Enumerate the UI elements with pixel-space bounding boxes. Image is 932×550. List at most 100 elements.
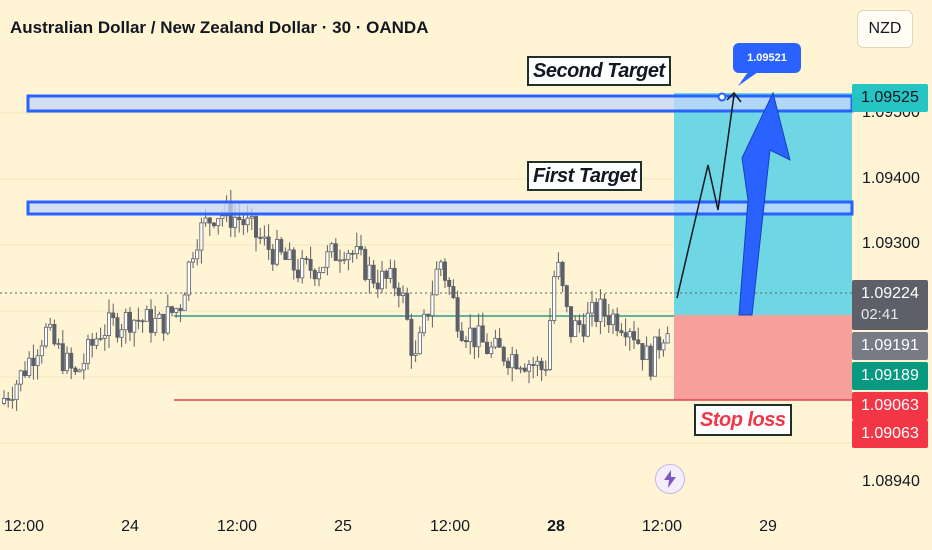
candle-down	[169, 306, 174, 313]
candle-up	[552, 276, 557, 321]
candle-up	[434, 268, 439, 296]
x-tick-7: 12:00	[641, 518, 683, 535]
candle-up	[102, 335, 107, 339]
candle-up	[493, 338, 498, 348]
stop-loss-label: Stop loss	[694, 404, 792, 436]
candle-down	[136, 319, 141, 322]
candle-down	[73, 367, 78, 373]
candle-up	[2, 398, 7, 404]
candle-down	[308, 259, 313, 271]
candle-down	[279, 239, 284, 253]
target-marker-dot[interactable]	[717, 92, 727, 102]
candle-down	[539, 360, 544, 371]
candle-down	[405, 292, 410, 320]
flash-icon[interactable]	[655, 464, 685, 494]
candle-up	[379, 270, 384, 290]
stop-price-tag-b: 1.09063	[852, 420, 928, 448]
second-target-label: Second Target	[527, 56, 671, 86]
candle-down	[111, 312, 116, 319]
candle-up	[430, 294, 435, 317]
candle-up	[174, 308, 179, 313]
candle-down	[451, 286, 456, 299]
candle-down	[472, 327, 477, 348]
candle-up	[321, 266, 326, 273]
candle-down	[312, 269, 317, 280]
first-target-label: First Target	[527, 161, 643, 191]
candle-up	[144, 309, 149, 322]
candle-up	[94, 338, 99, 346]
candle-up	[585, 312, 590, 337]
candle-down	[648, 345, 653, 377]
candle-down	[211, 222, 216, 227]
y-tick-2: 1.09400	[862, 170, 920, 187]
candle-up	[556, 261, 561, 278]
currency-button[interactable]: NZD	[857, 10, 913, 48]
candle-up	[518, 367, 523, 370]
candle-down	[657, 336, 662, 351]
candle-down	[560, 261, 565, 287]
candle-up	[367, 264, 372, 280]
candle-down	[636, 339, 641, 344]
candle-down	[333, 243, 338, 261]
candle-down	[455, 297, 460, 332]
candle-down	[615, 313, 620, 332]
candle-up	[216, 218, 221, 227]
candle-up	[661, 342, 666, 351]
loss-area	[674, 315, 852, 400]
candle-up	[342, 259, 347, 262]
candle-down	[463, 340, 468, 343]
candle-down	[514, 354, 519, 370]
candle-up	[417, 332, 422, 355]
candle-down	[52, 323, 57, 345]
candle-up	[249, 216, 254, 219]
candle-up	[65, 352, 70, 372]
x-tick-3: 12:00	[216, 518, 258, 535]
candle-up	[119, 329, 124, 338]
candle-down	[291, 249, 296, 271]
candle-down	[619, 330, 624, 333]
candle-down	[632, 331, 637, 341]
candle-down	[606, 315, 611, 326]
projection-arrowhead	[726, 91, 742, 103]
candle-up	[421, 313, 426, 334]
candle-down	[505, 360, 510, 369]
candle-up	[287, 249, 292, 260]
candle-up	[195, 249, 200, 260]
candle-down	[6, 398, 11, 401]
candle-up	[245, 217, 250, 226]
candle-down	[426, 313, 431, 317]
candle-down	[237, 216, 242, 221]
candle-down	[623, 332, 628, 338]
x-tick-5: 12:00	[429, 518, 471, 535]
candle-up	[573, 320, 578, 337]
candle-up	[346, 252, 351, 261]
price-callout: 1.09521	[733, 43, 801, 73]
x-tick-1: 12:00	[3, 518, 45, 535]
first-target-zone[interactable]	[26, 200, 854, 216]
candle-up	[77, 369, 82, 373]
candle-up	[476, 325, 481, 348]
candle-up	[548, 320, 553, 370]
candle-down	[90, 339, 95, 346]
last-price-tag: 1.09224 02:41	[852, 280, 928, 330]
candle-down	[375, 282, 380, 290]
candle-up	[107, 312, 112, 336]
entry-price-tag: 1.09189	[852, 362, 928, 390]
candle-up	[510, 354, 515, 369]
candle-down	[270, 248, 275, 265]
target-price-tag: 1.09525	[852, 84, 928, 112]
candle-up	[337, 259, 342, 262]
candle-down	[396, 287, 401, 296]
candle-down	[295, 269, 300, 279]
candle-up	[611, 313, 616, 326]
x-tick-4: 25	[334, 518, 352, 535]
candle-up	[354, 246, 359, 254]
candle-down	[497, 338, 502, 348]
candle-up	[199, 222, 204, 251]
candle-up	[543, 369, 548, 371]
candle-down	[501, 346, 506, 362]
candle-down	[140, 320, 145, 323]
candle-up	[165, 306, 170, 334]
candle-up	[48, 323, 53, 328]
